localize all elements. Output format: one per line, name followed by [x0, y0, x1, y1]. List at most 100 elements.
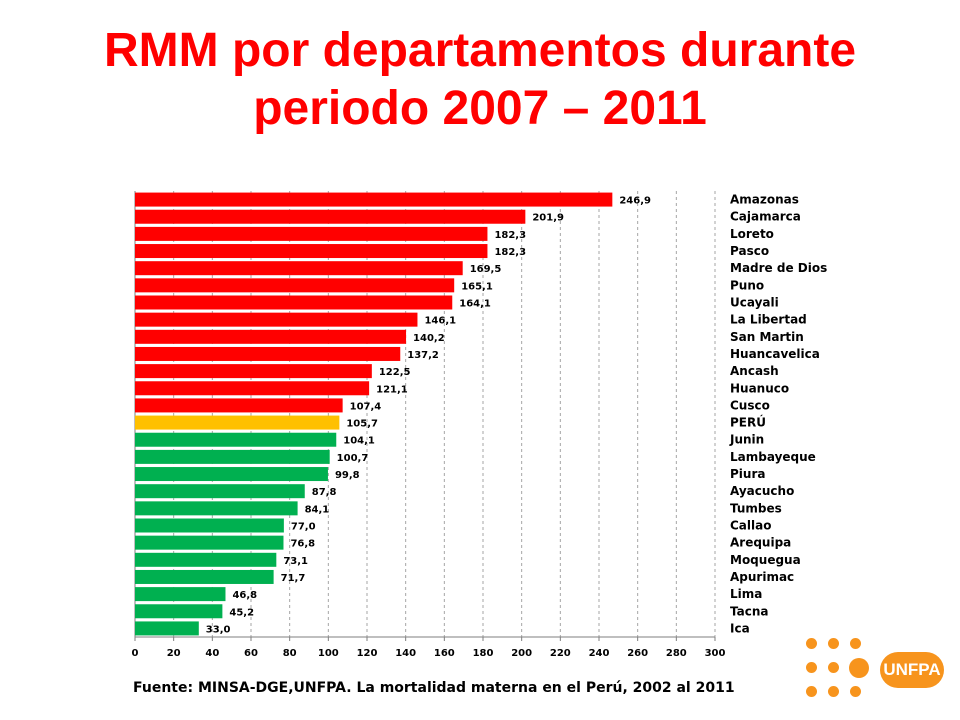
category-label: PERÚ — [730, 415, 766, 430]
bar — [135, 346, 401, 361]
data-label: 99,8 — [335, 470, 360, 481]
category-label: Cusco — [730, 398, 770, 412]
logo-dot — [828, 686, 839, 697]
category-label: Tumbes — [730, 501, 782, 515]
data-label: 122,5 — [379, 367, 411, 378]
x-tick-label: 0 — [132, 648, 139, 659]
bar — [135, 244, 488, 259]
bar — [135, 295, 453, 310]
bar — [135, 261, 463, 276]
x-tick-label: 100 — [318, 648, 339, 659]
data-label: 121,1 — [376, 384, 408, 395]
data-label: 169,5 — [470, 264, 502, 275]
bar — [135, 209, 526, 224]
x-tick-label: 20 — [167, 648, 181, 659]
data-label: 182,3 — [494, 247, 526, 258]
bar — [135, 432, 337, 447]
x-tick-label: 60 — [244, 648, 258, 659]
logo-dot — [806, 638, 817, 649]
x-tick-label: 300 — [705, 648, 726, 659]
data-label: 104,1 — [343, 436, 375, 447]
category-label: Amazonas — [730, 193, 799, 207]
category-label: Apurimac — [730, 570, 794, 584]
category-label: Arequipa — [730, 536, 791, 550]
category-label: Pasco — [730, 244, 769, 258]
category-label: Ucayali — [730, 296, 779, 310]
bar — [135, 364, 372, 379]
x-tick-label: 120 — [357, 648, 378, 659]
category-label: Moquegua — [730, 553, 801, 567]
x-tick-label: 260 — [627, 648, 648, 659]
data-label: 137,2 — [407, 350, 439, 361]
logo-dot — [806, 662, 817, 673]
category-label: Ancash — [730, 364, 779, 378]
category-label: Piura — [730, 467, 765, 481]
x-tick-label: 180 — [473, 648, 494, 659]
bar — [135, 501, 298, 516]
data-label: 84,1 — [305, 504, 330, 515]
bar — [135, 535, 284, 550]
chart-title-line-1: RMM por departamentos durante — [103, 24, 857, 77]
category-label: Tacna — [730, 604, 769, 618]
logo-dot — [828, 638, 839, 649]
category-label: Ica — [730, 621, 750, 635]
data-label: 165,1 — [461, 281, 493, 292]
data-label: 77,0 — [291, 522, 316, 533]
data-label: 164,1 — [459, 299, 491, 310]
x-tick-label: 80 — [283, 648, 297, 659]
data-label: 76,8 — [290, 539, 315, 550]
category-label: La Libertad — [730, 313, 807, 327]
bar — [135, 329, 407, 344]
bar — [135, 226, 488, 241]
data-label: 33,0 — [206, 624, 231, 635]
data-label: 87,8 — [312, 487, 337, 498]
bar — [135, 587, 226, 602]
x-tick-label: 280 — [666, 648, 687, 659]
category-label: Huanuco — [730, 381, 789, 395]
chart-title: RMM por departamentos durante periodo 20… — [0, 22, 960, 138]
data-label: 182,3 — [494, 230, 526, 241]
category-label: Cajamarca — [730, 210, 801, 224]
bar — [135, 604, 223, 619]
bar — [135, 415, 340, 430]
category-label: Huancavelica — [730, 347, 820, 361]
logo-text: UNFPA — [880, 652, 944, 688]
bar — [135, 552, 277, 567]
bar — [135, 278, 455, 293]
unfpa-logo: UNFPA — [806, 638, 946, 704]
logo-dot — [828, 662, 839, 673]
category-label: Ayacucho — [730, 484, 794, 498]
x-tick-label: 220 — [550, 648, 571, 659]
bar — [135, 312, 418, 327]
data-label: 201,9 — [532, 213, 564, 224]
data-label: 71,7 — [281, 573, 306, 584]
bar — [135, 484, 305, 499]
logo-dot — [850, 686, 861, 697]
category-label: Junin — [729, 433, 764, 447]
bar — [135, 518, 284, 533]
bar — [135, 467, 328, 482]
x-tick-label: 240 — [589, 648, 610, 659]
data-label: 246,9 — [619, 196, 651, 207]
data-label: 46,8 — [232, 590, 257, 601]
bar — [135, 398, 343, 413]
chart-title-line-2: periodo 2007 – 2011 — [253, 82, 707, 135]
bar — [135, 192, 613, 207]
bar — [135, 381, 370, 396]
category-label: Loreto — [730, 227, 774, 241]
data-label: 146,1 — [424, 316, 456, 327]
data-label: 140,2 — [413, 333, 445, 344]
category-label: Madre de Dios — [730, 261, 827, 275]
data-label: 45,2 — [229, 607, 254, 618]
data-label: 107,4 — [350, 401, 382, 412]
category-label: Lambayeque — [730, 450, 816, 464]
category-label: San Martin — [730, 330, 804, 344]
category-label: Callao — [730, 519, 771, 533]
bar — [135, 621, 199, 636]
category-label: Lima — [730, 587, 762, 601]
x-tick-label: 160 — [434, 648, 455, 659]
un-emblem-icon — [849, 658, 869, 678]
bar — [135, 569, 274, 584]
x-tick-label: 200 — [511, 648, 532, 659]
